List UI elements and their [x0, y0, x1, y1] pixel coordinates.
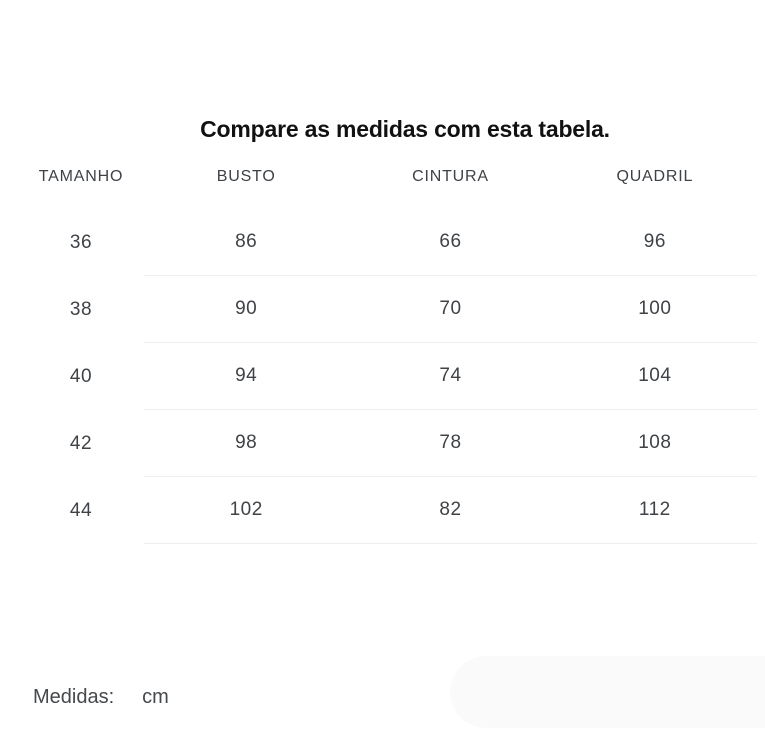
- column-header-tamanho: TAMANHO: [38, 168, 124, 185]
- measurement-cell: 86: [144, 209, 349, 276]
- measurement-cell: 102: [144, 477, 349, 544]
- size-cell: 42: [69, 432, 93, 454]
- table-row: 44 102 82 112: [0, 477, 757, 544]
- measurement-cell: 98: [144, 410, 349, 477]
- measurement-cell: 74: [348, 343, 553, 410]
- decorative-pill: [450, 656, 765, 728]
- table-header-row: TAMANHO BUSTO CINTURA QUADRIL: [0, 145, 757, 209]
- measurement-label: Medidas:: [33, 686, 115, 708]
- table-body: 36 86 66 96 38 90 70 100 40 94 74 104 42 98 78 108 44 102…: [0, 209, 757, 544]
- measurement-cell: 70: [348, 276, 553, 343]
- measurement-cell: 96: [552, 209, 757, 276]
- measurement-cell: 112: [552, 477, 757, 544]
- table-row: 40 94 74 104: [0, 343, 757, 410]
- measurement-cell: 108: [552, 410, 757, 477]
- size-cell: 40: [69, 365, 93, 387]
- measurement-cell: 100: [552, 276, 757, 343]
- table-row: 38 90 70 100: [0, 276, 757, 343]
- size-cell: 36: [69, 231, 93, 253]
- measurement-cell: 90: [144, 276, 349, 343]
- measurement-unit: cm: [142, 686, 169, 708]
- column-header-cintura: CINTURA: [412, 168, 489, 185]
- measurement-cell: 82: [348, 477, 553, 544]
- measurement-cell: 66: [348, 209, 553, 276]
- measurement-cell: 94: [144, 343, 349, 410]
- measurement-cell: 78: [348, 410, 553, 477]
- size-cell: 38: [69, 298, 93, 320]
- page-title: Compare as medidas com esta tabela.: [200, 116, 610, 142]
- measurement-note: Medidas: cm: [33, 686, 169, 709]
- table-row: 36 86 66 96: [0, 209, 757, 276]
- measurement-cell: 104: [552, 343, 757, 410]
- column-header-quadril: QUADRIL: [616, 168, 694, 185]
- size-table: TAMANHO BUSTO CINTURA QUADRIL 36 86 66 96 38 90 7…: [0, 145, 757, 544]
- column-header-busto: BUSTO: [216, 168, 276, 185]
- size-cell: 44: [69, 499, 93, 521]
- table-row: 42 98 78 108: [0, 410, 757, 477]
